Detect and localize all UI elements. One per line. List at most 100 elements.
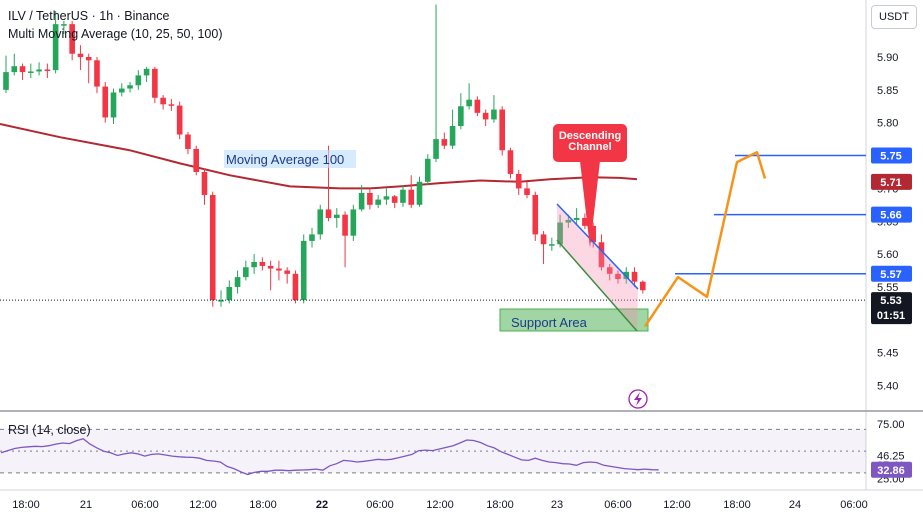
channel-callout-label: Channel [568,141,611,153]
candle-body [94,60,100,87]
price-label-text: 5.66 [880,210,901,222]
candle-body [160,97,166,105]
indicator-legend[interactable]: Multi Moving Average (10, 25, 50, 100) [8,27,223,41]
channel-callout-box [553,124,627,162]
price-tick-label: 5.55 [877,282,898,294]
candle-body [598,242,605,268]
candle-body [226,286,233,301]
candle-body [317,209,324,235]
candle-body [582,217,588,226]
candle-body [482,112,489,120]
time-tick-label: 12:00 [189,499,217,511]
candle-body [524,188,530,195]
candle-body [540,234,547,245]
chart-title: ILV / TetherUS · 1h · Binance [8,9,170,23]
candle-body [515,173,522,189]
support-area-label: Support Area [511,315,588,330]
rsi-tick-label: 46.25 [877,450,905,462]
candle-body [606,267,613,274]
candle-body [573,217,580,220]
time-tick-label: 18:00 [723,499,751,511]
price-tick-label: 5.85 [877,85,898,97]
candle-body [152,68,158,98]
candle-body [532,194,539,235]
ma100-label-bg [224,150,356,168]
candle-body [491,109,497,120]
candle-body [449,125,456,146]
last-price-text: 5.53 [880,295,901,307]
currency-button[interactable]: USDT [871,5,917,29]
candle-body [466,99,472,107]
candle-body [85,57,92,61]
price-axis: 5.905.855.805.755.705.655.605.555.505.45… [871,52,912,393]
candle-body [424,158,431,182]
candle-body [259,261,266,266]
candle-body [615,273,621,280]
candle-body [110,92,117,118]
time-tick-label: 18:00 [12,499,40,511]
candle-body [631,271,638,282]
candle-body [201,171,208,195]
ma100-label: Moving Average 100 [226,152,344,167]
candle-body [168,104,175,106]
channel-callout-label: Descending [559,130,621,142]
candle-body [458,106,464,126]
candle-body [3,72,9,90]
price-label-tag [871,265,912,282]
candle-body [590,225,596,243]
price-label-tag [871,173,912,190]
candle-body [367,192,373,205]
candle-body [284,270,290,274]
price-label-tag [871,206,912,223]
candle-body [400,189,406,203]
candle-body [234,277,241,287]
candles [3,4,646,307]
candle-body [499,109,505,151]
candle-body [118,88,125,93]
price-tick-label: 5.90 [877,52,898,64]
candle-body [28,71,34,73]
price-tick-label: 5.45 [877,348,898,360]
candle-body [350,209,357,236]
chart-grid [0,0,923,491]
candle-body [267,265,274,269]
price-label-text: 5.57 [880,269,901,281]
rsi-value-text: 32.86 [877,465,905,477]
candle-body [135,75,142,86]
price-label-text: 5.71 [880,177,901,189]
candle-body [334,214,340,218]
rsi-line [0,437,659,476]
candle-body [375,199,381,205]
descending-channel-fill [557,204,638,331]
candle-body [441,139,448,146]
candle-body [44,69,51,71]
time-tick-label: 18:00 [486,499,514,511]
channel-lower-line [556,239,638,332]
price-label-tag [871,147,912,164]
rsi-legend[interactable]: RSI (14, close) [8,423,91,437]
price-tick-label: 5.80 [877,118,898,130]
candle-body [102,86,109,118]
time-tick-label: 06:00 [366,499,394,511]
time-axis: 18:00 21 06:00 12:00 18:00 22 06:00 12:00 18:00 2… [12,499,868,511]
candle-body [342,214,348,236]
candle-body [209,194,216,301]
price-tick-label: 5.40 [877,381,898,393]
rsi-value-tag [871,461,912,478]
time-tick-label: 06:00 [840,499,868,511]
candle-body [52,24,59,71]
time-tick-label: 24 [789,499,801,511]
candle-body [391,196,398,203]
candle-body [292,273,299,301]
candle-body [416,181,423,205]
candle-body [358,192,365,210]
price-tick-label: 5.60 [877,249,898,261]
countdown-text: 01:51 [877,310,905,322]
last-price-tag [871,292,912,325]
time-tick-label: 21 [80,499,92,511]
ma100-line-path [0,123,638,190]
ma100-line [0,123,638,190]
